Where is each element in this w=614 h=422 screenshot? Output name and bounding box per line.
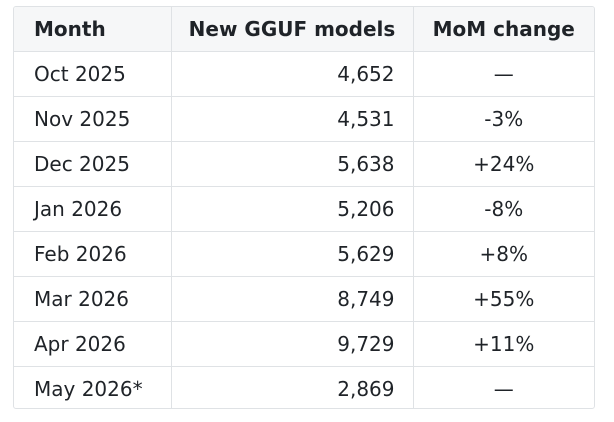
- cell-models: 4,531: [171, 96, 414, 142]
- table-row: Jan 2026 5,206 -8%: [14, 186, 594, 232]
- table-row: Dec 2025 5,638 +24%: [14, 141, 594, 187]
- table-row: May 2026* 2,869 —: [14, 366, 594, 408]
- cell-change: +24%: [413, 141, 594, 187]
- cell-models: 4,652: [171, 51, 414, 97]
- table-row: Feb 2026 5,629 +8%: [14, 231, 594, 277]
- table-header: Month New GGUF models MoM change: [14, 7, 594, 52]
- cell-models: 5,638: [171, 141, 414, 187]
- header-mom-change: MoM change: [413, 7, 594, 52]
- cell-month: Apr 2026: [14, 321, 172, 367]
- cell-change: —: [493, 377, 514, 401]
- cell-month: Mar 2026: [14, 276, 172, 322]
- table-row: Oct 2025 4,652 —: [14, 51, 594, 97]
- cell-models: 5,206: [171, 186, 414, 232]
- header-month: Month: [14, 7, 172, 52]
- cell-models: 2,869: [171, 366, 414, 408]
- cell-models: 8,749: [171, 276, 414, 322]
- cell-models: 9,729: [171, 321, 414, 367]
- cell-models: 5,629: [171, 231, 414, 277]
- cell-change: -8%: [413, 186, 594, 232]
- cell-change: -3%: [413, 96, 594, 142]
- cell-month: Jan 2026: [14, 186, 172, 232]
- table-body: Oct 2025 4,652 — Nov 2025 4,531 -3% Dec …: [14, 51, 594, 408]
- cell-change: +55%: [413, 276, 594, 322]
- cell-month: Dec 2025: [14, 141, 172, 187]
- gguf-models-table: Month New GGUF models MoM change Oct 202…: [14, 7, 594, 408]
- cell-month: Feb 2026: [14, 231, 172, 277]
- header-row: Month New GGUF models MoM change: [14, 7, 594, 52]
- cell-month: May 2026*: [14, 366, 172, 408]
- cell-month: Oct 2025: [14, 51, 172, 97]
- table-row: Nov 2025 4,531 -3%: [14, 96, 594, 142]
- cell-month: Nov 2025: [14, 96, 172, 142]
- cell-change: +11%: [413, 321, 594, 367]
- cell-change: —: [413, 51, 594, 97]
- gguf-models-table-container: Month New GGUF models MoM change Oct 202…: [13, 6, 595, 409]
- table-row: Apr 2026 9,729 +11%: [14, 321, 594, 367]
- table-row: Mar 2026 8,749 +55%: [14, 276, 594, 322]
- cell-change: +8%: [413, 231, 594, 277]
- header-new-gguf-models: New GGUF models: [171, 7, 414, 52]
